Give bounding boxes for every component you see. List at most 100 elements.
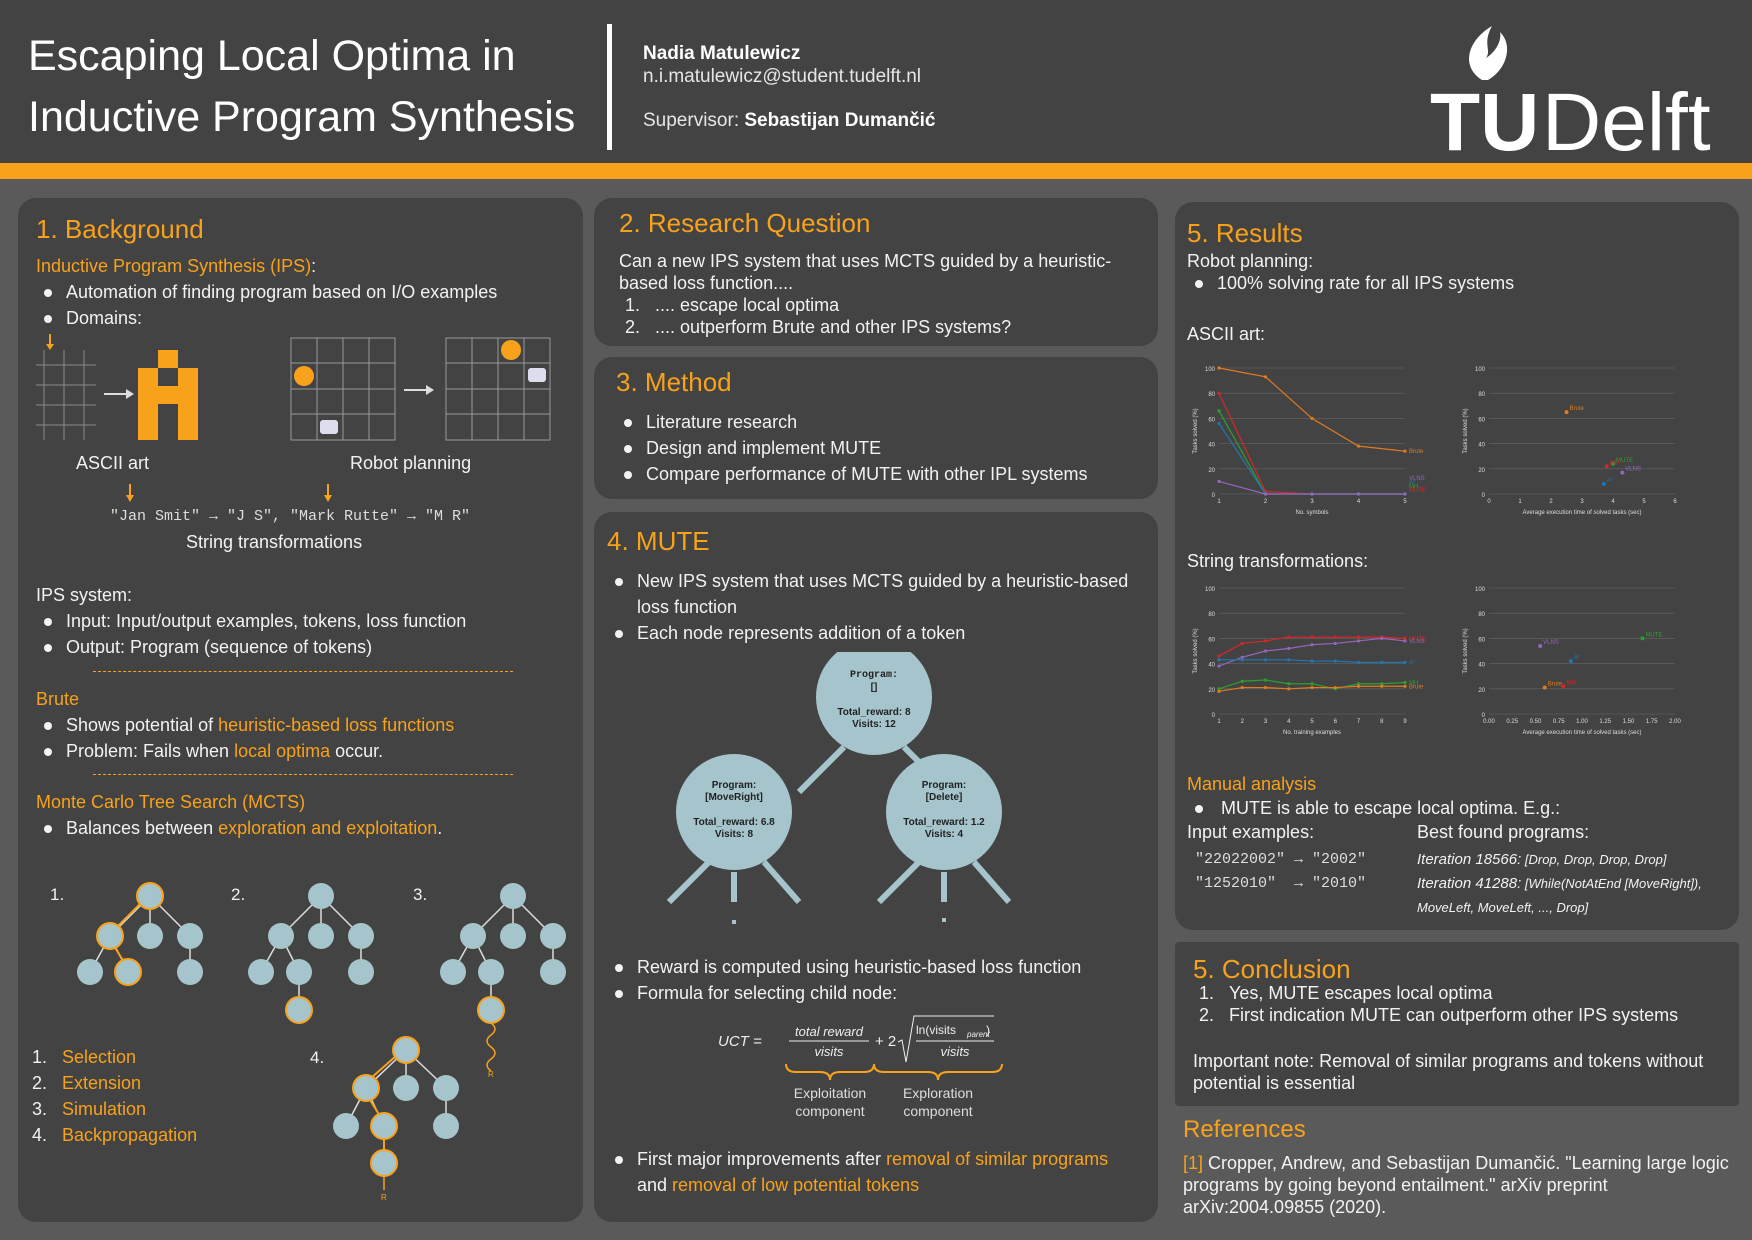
separator xyxy=(93,671,513,672)
uct-formula: UCT = total reward visits + 2 ln(visits … xyxy=(718,1015,1003,1119)
method-list: Literature research Design and implement… xyxy=(616,409,1087,487)
list-item: Formula for selecting child node: xyxy=(607,980,1081,1006)
data-point xyxy=(1403,660,1407,664)
orange-arrow-icon xyxy=(324,484,332,502)
robot-caption: Robot planning xyxy=(350,453,472,473)
supervisor: Supervisor: Sebastijan Dumančić xyxy=(643,109,936,132)
supervisor-label: Supervisor: xyxy=(643,110,745,131)
point-label: MH xyxy=(1610,460,1619,466)
arrow-right-icon xyxy=(104,389,134,399)
data-point xyxy=(1240,655,1244,659)
y-axis-label: Tasks solved (%) xyxy=(1193,628,1199,673)
data-point xyxy=(1333,641,1337,646)
data-point xyxy=(1217,391,1221,395)
data-point xyxy=(1356,444,1361,448)
y-tick-label: 100 xyxy=(1475,587,1486,593)
series-label: VLNS xyxy=(1409,639,1425,645)
data-point xyxy=(1356,635,1361,639)
data-point xyxy=(1287,635,1291,639)
conclusion-list: 1. Yes, MUTE escapes local optima 2. First… xyxy=(1193,982,1678,1026)
y-tick-label: 60 xyxy=(1478,637,1485,643)
manual-label: Manual analysis xyxy=(1187,774,1317,794)
ips-list: Automation of finding program based on I… xyxy=(36,279,497,331)
research-list: 1. .... escape local optima 2. .... outper… xyxy=(619,294,1011,338)
node-reward: Total_reward: 6.8 xyxy=(693,817,775,828)
brute-list: Shows potential of heuristic-based loss … xyxy=(36,712,454,764)
node-visits: Visits: 12 xyxy=(852,719,896,730)
data-point xyxy=(1310,635,1314,639)
string-caption: String transformations xyxy=(186,532,363,552)
item-text: Yes, MUTE escapes local optima xyxy=(1229,983,1493,1003)
series-line xyxy=(1218,423,1405,495)
data-point xyxy=(1356,684,1361,688)
y-tick-label: 80 xyxy=(1208,612,1215,618)
list-item: 1. .... escape local optima xyxy=(619,294,1011,316)
robot-icon xyxy=(320,420,338,434)
highlight: exploration and exploitation xyxy=(218,818,438,838)
tree-extension xyxy=(248,883,374,1024)
mute-panel: 4. MUTE New IPS system that uses MCTS gu… xyxy=(594,512,1158,1222)
data-point xyxy=(1287,682,1291,686)
formula-denominator: visits xyxy=(941,1044,970,1059)
robot-grid-before xyxy=(290,337,396,441)
y-tick-label: 60 xyxy=(1208,637,1215,643)
input-example: "1252010" → "2010" xyxy=(1195,875,1367,892)
x-axis-label: No. training examples xyxy=(1283,730,1341,736)
data-point xyxy=(1356,682,1361,686)
data-point xyxy=(1333,635,1337,639)
program-tokens: [Drop, Drop, Drop, Drop] xyxy=(1521,852,1667,867)
x-tick-label: 0.50 xyxy=(1530,719,1542,725)
exploration-label: Exploration xyxy=(903,1085,973,1101)
y-tick-label: 20 xyxy=(1478,468,1485,474)
text: occur. xyxy=(330,741,384,761)
data-point xyxy=(1403,639,1407,643)
x-tick-label: 4 xyxy=(1357,499,1361,505)
x-tick-label: 4 xyxy=(1287,719,1291,725)
series-label: A* xyxy=(1409,480,1416,486)
series-label: MUTE xyxy=(1409,488,1426,494)
author-email: n.i.matulewicz@student.tudelft.nl xyxy=(643,66,922,87)
step-number: 2. xyxy=(32,1073,48,1093)
data-point xyxy=(1263,685,1268,690)
node-tokens: [MoveRight] xyxy=(705,792,763,803)
point-label: Brute xyxy=(1548,682,1563,688)
list-item: 100% solving rate for all IPS systems xyxy=(1187,270,1514,296)
text: First major improvements after xyxy=(637,1149,887,1169)
program-tokens: MoveLeft, MoveLeft, ..., Drop] xyxy=(1417,900,1589,915)
mute-tree-diagram: Program: [] Total_reward: 8 Visits: 12 P… xyxy=(666,652,1012,924)
node-tokens: [Delete] xyxy=(926,792,963,803)
list-item: 4. Backpropagation xyxy=(26,1122,197,1148)
data-point xyxy=(1310,643,1314,647)
x-tick-label: 0 xyxy=(1487,499,1491,505)
mcts-trees: 1. 2. 3. 4. R xyxy=(50,882,566,1202)
data-point xyxy=(1263,639,1268,643)
flame-icon xyxy=(1469,26,1508,80)
data-point xyxy=(1217,421,1221,426)
y-tick-label: 40 xyxy=(1478,663,1485,669)
data-point xyxy=(1217,664,1221,668)
node-tokens: [] xyxy=(871,682,878,693)
highlight: removal of similar programs xyxy=(886,1149,1109,1169)
supervisor-name: Sebastijan Dumančić xyxy=(744,110,936,131)
x-tick-label: 0.00 xyxy=(1483,719,1495,725)
conclusion-note: Important note: Removal of similar progr… xyxy=(1193,1051,1704,1093)
program-line: Iteration 18566: [Drop, Drop, Drop, Drop… xyxy=(1417,847,1666,873)
x-tick-label: 6 xyxy=(1673,499,1677,505)
point-label: Brute xyxy=(1570,406,1585,412)
list-item: Shows potential of heuristic-based loss … xyxy=(36,712,454,738)
list-item: Balances between exploration and exploit… xyxy=(36,815,442,841)
data-point xyxy=(1217,479,1221,483)
data-point xyxy=(1380,682,1384,686)
separator xyxy=(93,774,513,775)
data-point xyxy=(1356,492,1361,496)
data-point xyxy=(1601,481,1606,486)
ball-icon xyxy=(294,366,314,386)
simulation-squiggle xyxy=(486,1022,496,1072)
references-heading: References xyxy=(1183,1116,1306,1143)
iteration-label: Iteration 18566: xyxy=(1417,851,1522,868)
ips-system-list: Input: Input/output examples, tokens, lo… xyxy=(36,608,466,660)
data-point xyxy=(1356,639,1361,643)
reference-number: [1] xyxy=(1183,1153,1204,1173)
input-examples-label: Input examples: xyxy=(1187,822,1315,842)
formula-numerator: total reward xyxy=(795,1024,864,1039)
